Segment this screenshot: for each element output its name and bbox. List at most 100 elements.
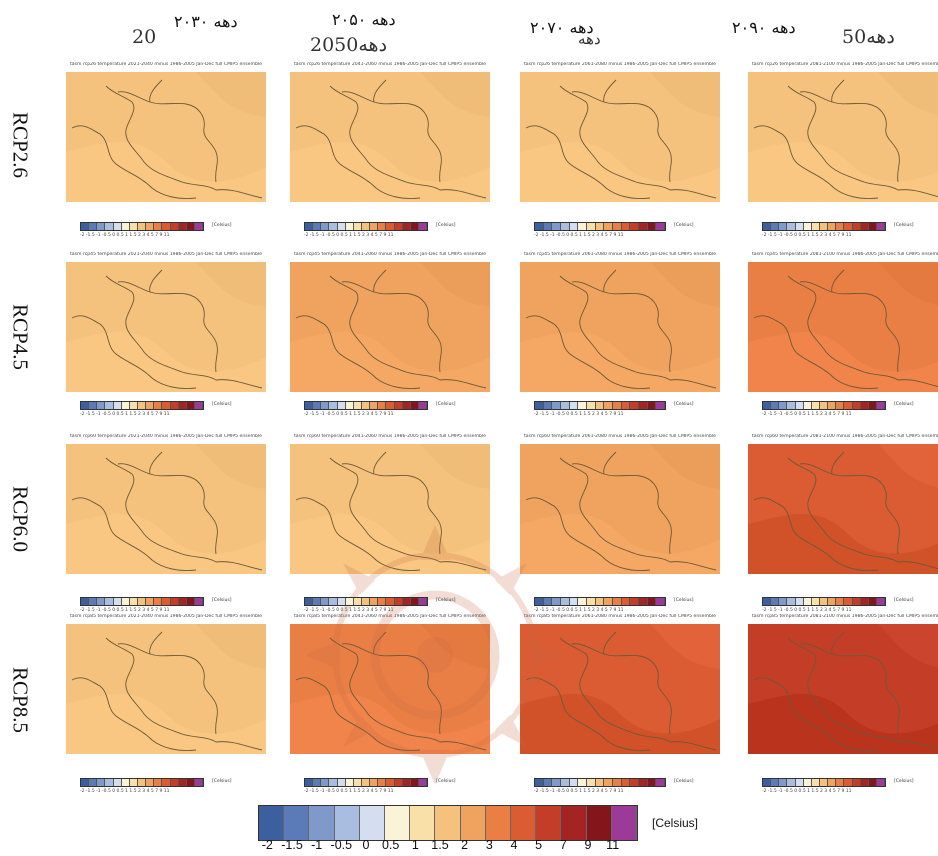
mini-colorbar-cell (410, 402, 419, 409)
mini-colorbar-cell (394, 223, 403, 230)
mini-colorbar-cell (89, 598, 98, 605)
heat-patch (520, 694, 720, 754)
country-border (439, 189, 487, 199)
mini-colorbar-cell (137, 223, 147, 230)
country-border (787, 457, 899, 563)
mini-colorbar-ticks: -2 -1.5 -1 -0.5 0 0.5 1 1.5 2 3 4 5 7 9 … (534, 789, 624, 794)
mini-colorbar-cell (852, 402, 861, 409)
country-border (525, 315, 651, 389)
mini-colorbar-cell (105, 779, 114, 786)
mini-colorbar-cell (787, 402, 796, 409)
country-border (799, 91, 900, 183)
mini-colorbar-cell (561, 402, 570, 409)
panel-title: tasm rcp45 temperature 2021-2040 minus 1… (70, 252, 262, 257)
country-border (329, 637, 441, 743)
mini-colorbar-cell (656, 223, 666, 230)
mini-colorbar-cell (613, 598, 622, 605)
column-header-label: دهه ۲۰۹۰ (732, 18, 796, 37)
country-border (295, 677, 421, 751)
mini-colorbar-cell (578, 223, 588, 230)
mini-colorbar-cell (621, 779, 631, 786)
mini-colorbar-cell (836, 402, 845, 409)
country-border (215, 741, 263, 751)
panel-title: tasm rcp60 temperature 2061-2080 minus 1… (524, 434, 716, 439)
mini-colorbar-cell (860, 402, 869, 409)
mini-colorbar-cell (828, 223, 837, 230)
mini-colorbar-cell (771, 223, 780, 230)
mini-colorbar-cell (852, 779, 861, 786)
mini-colorbar-cell (561, 779, 570, 786)
mini-colorbar-cell (361, 779, 371, 786)
heat-patch (520, 142, 720, 202)
panel-title: tasm rcp26 temperature 2081-2100 minus 1… (752, 62, 938, 67)
colorbar-cell (536, 806, 562, 840)
mini-colorbar-cell (337, 223, 346, 230)
colorbar-tick-label: 0.5 (381, 838, 400, 852)
country-border (329, 457, 441, 563)
mini-colorbar-cell (305, 402, 314, 409)
mini-colorbar-unit: [Celsius] (674, 223, 694, 228)
panel-title: tasm rcp85 temperature 2021-2040 minus 1… (70, 614, 262, 619)
mini-colorbar-cell (787, 779, 796, 786)
mini-colorbar-cell (170, 223, 179, 230)
mini-colorbar-cell (811, 598, 820, 605)
mini-colorbar-cell (595, 223, 605, 230)
map-heat-cell (748, 262, 938, 392)
mini-colorbar-cell (844, 223, 853, 230)
mini-colorbar-cell (578, 598, 588, 605)
mini-colorbar-cell (81, 779, 90, 786)
mini-colorbar-cell (569, 402, 579, 409)
mini-colorbar-cell (868, 223, 877, 230)
heat-patch (420, 624, 490, 669)
mini-colorbar-cell (105, 598, 114, 605)
mini-colorbar-cell (771, 598, 780, 605)
mini-colorbar-cell (162, 223, 171, 230)
country-border (373, 269, 387, 293)
colorbar-tick-label: 11 (606, 838, 620, 852)
country-border (571, 643, 672, 735)
mini-colorbar-cell (647, 223, 657, 230)
mini-colorbar-unit: [Celsius] (894, 223, 914, 228)
mini-colorbar-cell (836, 223, 845, 230)
mini-colorbar-cell (656, 598, 666, 605)
mini-colorbar-cell (386, 223, 395, 230)
mini-colorbar-cell (852, 598, 861, 605)
mini-colorbar-cell (860, 223, 869, 230)
country-border (215, 379, 263, 389)
map-heat-cell (520, 444, 720, 574)
panel-title: tasm rcp45 temperature 2061-2080 minus 1… (524, 252, 716, 257)
mini-colorbar-cell (353, 779, 362, 786)
mini-colorbar-cell (418, 598, 428, 605)
map-heat-cell (66, 624, 266, 754)
country-border (799, 643, 900, 735)
colorbar-tick-label: 7 (559, 838, 567, 852)
mini-colorbar-cell (370, 779, 379, 786)
mini-colorbar-cell (402, 223, 411, 230)
mini-colorbar-cell (370, 402, 379, 409)
mini-colorbar-cell (154, 598, 163, 605)
country-border (117, 281, 218, 373)
country-border (559, 637, 671, 743)
panel-title: tasm rcp60 temperature 2021-2040 minus 1… (70, 434, 262, 439)
country-border (525, 125, 651, 199)
mini-colorbar-cell (779, 779, 788, 786)
mini-colorbar-cell (345, 223, 354, 230)
mini-colorbar-cell (178, 779, 187, 786)
mini-colorbar-cell (795, 223, 804, 230)
mini-colorbar-cell (828, 779, 837, 786)
mini-colorbar-cell (621, 223, 631, 230)
mini-colorbar-cell (639, 598, 648, 605)
heat-patch (196, 444, 266, 489)
mini-colorbar-cell (186, 223, 195, 230)
country-border (71, 315, 197, 389)
mini-colorbar-cell (630, 402, 640, 409)
country-border (341, 281, 442, 373)
country-border (799, 463, 900, 555)
colorbar-cell (435, 806, 461, 840)
column-header-underlying-text: 2050دهه (310, 34, 388, 56)
mini-colorbar-cell (587, 779, 596, 786)
country-border (571, 463, 672, 555)
map-heat-cell (290, 72, 490, 202)
heat-patch (196, 624, 266, 669)
mini-colorbar-cell (604, 223, 614, 230)
